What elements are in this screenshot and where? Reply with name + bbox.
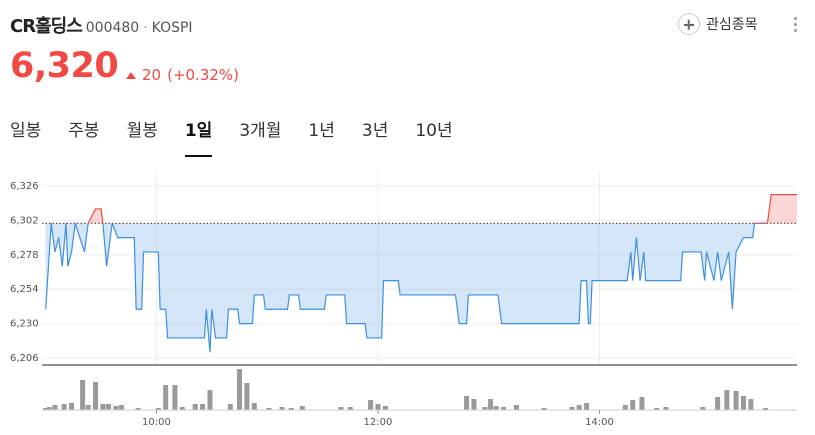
- period-tab[interactable]: 1년: [308, 121, 335, 141]
- y-tick-label: 6,278: [10, 250, 39, 261]
- volume-bar: [100, 404, 106, 410]
- volume-bar: [200, 404, 206, 410]
- y-tick-label: 6,254: [10, 284, 39, 295]
- volume-bar: [338, 407, 344, 410]
- volume-bar: [700, 407, 706, 410]
- volume-bar: [43, 408, 49, 410]
- volume-bar: [299, 406, 305, 410]
- period-tab[interactable]: 3년: [361, 121, 389, 141]
- separator: ·: [143, 20, 148, 36]
- volume-bar: [733, 391, 739, 410]
- watch-label: 관심종목: [706, 17, 758, 33]
- volume-bar: [46, 407, 52, 410]
- volume-bar: [493, 406, 499, 410]
- volume-bar: [69, 403, 75, 410]
- volume-bar: [105, 404, 111, 410]
- y-tick-label: 6,302: [10, 215, 39, 226]
- volume-bar: [482, 407, 488, 410]
- volume-bar: [513, 405, 519, 410]
- volume-bar: [172, 385, 178, 410]
- period-tab[interactable]: 주봉: [68, 121, 100, 141]
- up-icon: [126, 71, 136, 79]
- stock-header: CR홀딩스 000480 · KOSPI: [10, 12, 193, 38]
- volume-bar: [113, 406, 119, 410]
- volume-bar: [237, 369, 243, 410]
- period-tab[interactable]: 3개월: [239, 121, 282, 141]
- volume-bar: [740, 396, 746, 410]
- volume-bar: [375, 404, 381, 410]
- market: KOSPI: [151, 20, 193, 36]
- volume-bar: [654, 408, 660, 410]
- volume-bar: [763, 408, 769, 410]
- period-tab[interactable]: 일봉: [10, 121, 42, 141]
- y-tick-label: 6,206: [10, 353, 39, 364]
- volume-bar: [93, 382, 99, 410]
- volume-bar: [155, 408, 161, 410]
- stock-code: 000480: [85, 20, 140, 36]
- volume-bar: [622, 405, 628, 410]
- volume-bar: [347, 407, 353, 410]
- volume-bar: [61, 404, 67, 410]
- volume-bar: [163, 385, 169, 410]
- price-area: [45, 194, 797, 353]
- more-menu[interactable]: [794, 17, 798, 35]
- volume-bar: [135, 408, 141, 410]
- volume-bar: [663, 407, 669, 410]
- volume-bar: [52, 405, 58, 410]
- volume-bar: [576, 405, 582, 410]
- volume-bar: [80, 380, 86, 410]
- change: 20 (+0.32%): [126, 66, 239, 84]
- change-value: 20: [142, 66, 162, 84]
- x-tick-label: 14:00: [585, 417, 614, 428]
- period-tab[interactable]: 10년: [415, 121, 453, 141]
- volume-bar: [368, 400, 374, 410]
- period-tabs: 일봉 주봉 월봉 1일 3개월 1년 3년 10년: [10, 116, 480, 157]
- volume-bar: [207, 390, 213, 410]
- y-tick-label: 6,326: [10, 181, 39, 192]
- x-tick-label: 10:00: [142, 417, 171, 428]
- volume-bar: [584, 403, 590, 410]
- change-pct: (+0.32%): [167, 66, 240, 84]
- volume-bar: [715, 397, 721, 410]
- volume-bar: [471, 399, 477, 410]
- x-tick-label: 12:00: [364, 417, 393, 428]
- price-line: [45, 194, 797, 353]
- price: 6,320: [10, 46, 119, 86]
- volume-bar: [748, 399, 754, 410]
- volume-bar: [569, 407, 575, 410]
- volume-bar: [118, 405, 124, 410]
- y-tick-label: 6,230: [10, 319, 39, 330]
- volume-bar: [500, 407, 506, 410]
- plus-icon: [678, 13, 700, 35]
- volume-bar: [488, 399, 494, 410]
- volume-bar: [179, 407, 185, 410]
- stock-name: CR홀딩스: [10, 16, 83, 37]
- volume-bar: [227, 404, 233, 410]
- period-tab[interactable]: 월봉: [126, 121, 158, 141]
- period-tab[interactable]: 1일: [184, 116, 213, 157]
- volume-bar: [85, 405, 91, 410]
- volume-bar: [382, 406, 388, 410]
- volume-bar: [630, 400, 636, 410]
- volume-bar: [244, 383, 250, 410]
- volume-bar: [724, 390, 730, 410]
- volume-bar: [192, 404, 198, 410]
- watch-button[interactable]: 관심종목: [678, 13, 758, 35]
- volume-bar: [541, 408, 547, 410]
- volume-bar: [279, 407, 285, 410]
- volume-bar: [251, 403, 257, 410]
- volume-bar: [464, 396, 470, 410]
- volume-bar: [639, 397, 645, 410]
- volume-bar: [266, 408, 272, 410]
- volume-bar: [288, 408, 294, 410]
